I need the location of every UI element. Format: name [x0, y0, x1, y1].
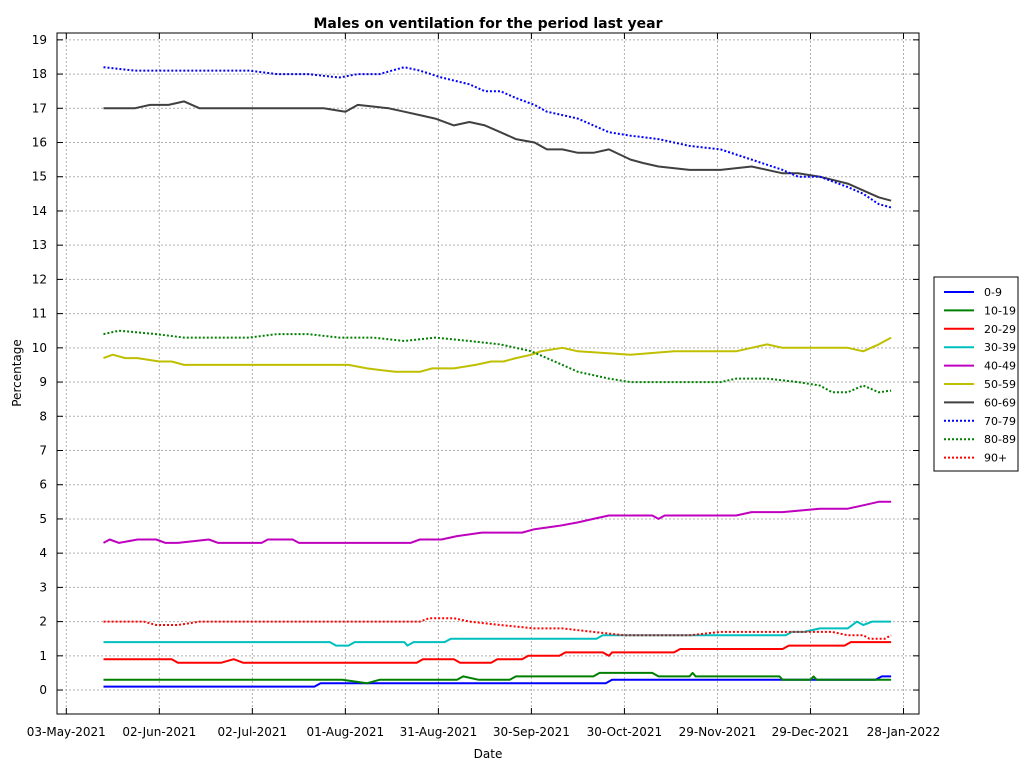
y-tick-label: 17	[32, 101, 47, 115]
x-tick-label: 29-Nov-2021	[679, 725, 757, 739]
y-tick-label: 5	[39, 512, 47, 526]
y-tick-label: 13	[32, 238, 47, 252]
series-line-30-39	[103, 620, 892, 647]
x-tick-label: 03-May-2021	[27, 725, 106, 739]
series-line-40-49	[103, 500, 892, 544]
legend-label: 80-89	[984, 433, 1016, 446]
series-line-20-29	[103, 641, 892, 664]
y-tick-label: 6	[39, 478, 47, 492]
y-tick-label: 4	[39, 546, 47, 560]
x-tick-label: 30-Sep-2021	[493, 725, 570, 739]
y-tick-label: 16	[32, 136, 47, 150]
series-line-50-59	[103, 336, 892, 373]
legend-label: 50-59	[984, 378, 1016, 391]
legend: 0-9 10-19 20-29 30-39 40-49 50-59 60-69 70-79 80…	[933, 276, 1019, 472]
legend-label: 70-79	[984, 415, 1016, 428]
x-tick-label: 30-Oct-2021	[587, 725, 663, 739]
y-tick-label: 2	[39, 615, 47, 629]
x-tick-label: 02-Jun-2021	[122, 725, 196, 739]
y-tick-label: 18	[32, 67, 47, 81]
x-tick-label: 29-Dec-2021	[772, 725, 850, 739]
x-tick-label: 28-Jan-2022	[867, 725, 941, 739]
y-tick-label: 11	[32, 307, 47, 321]
legend-label: 40-49	[984, 360, 1016, 373]
grid	[57, 33, 919, 714]
legend-label: 0-9	[984, 286, 1002, 299]
x-tick-label: 02-Jul-2021	[218, 725, 288, 739]
legend-label: 90+	[984, 452, 1007, 465]
x-axis-title: Date	[474, 747, 503, 761]
y-tick-label: 3	[39, 580, 47, 594]
y-tick-label: 12	[32, 272, 47, 286]
y-tick-label: 9	[39, 375, 47, 389]
x-axis: 03-May-2021 02-Jun-2021 02-Jul-2021 01-Aug-…	[27, 33, 941, 739]
y-tick-label: 10	[32, 341, 47, 355]
legend-label: 20-29	[984, 323, 1016, 336]
series-line-90plus	[103, 617, 892, 640]
series-line-60-69	[103, 100, 892, 202]
series-line-70-79	[103, 66, 892, 209]
y-tick-label: 7	[39, 443, 47, 457]
chart-title: Males on ventilation for the period last…	[314, 16, 663, 32]
series-line-0-9	[103, 675, 892, 688]
series-line-10-19	[103, 671, 892, 685]
y-axis-title: Percentage	[10, 339, 24, 407]
y-tick-label: 14	[32, 204, 47, 218]
y-tick-label: 15	[32, 170, 47, 184]
y-tick-label: 1	[39, 649, 47, 663]
legend-label: 10-19	[984, 304, 1016, 317]
y-tick-label: 19	[32, 33, 47, 47]
x-tick-label: 31-Aug-2021	[400, 725, 478, 739]
legend-label: 60-69	[984, 396, 1016, 409]
series-lines	[103, 66, 892, 688]
y-tick-label: 8	[39, 409, 47, 423]
x-tick-label: 01-Aug-2021	[307, 725, 385, 739]
series-line-80-89	[103, 329, 892, 394]
y-tick-label: 0	[39, 683, 47, 697]
legend-label: 30-39	[984, 341, 1016, 354]
plot-frame	[56, 32, 920, 715]
